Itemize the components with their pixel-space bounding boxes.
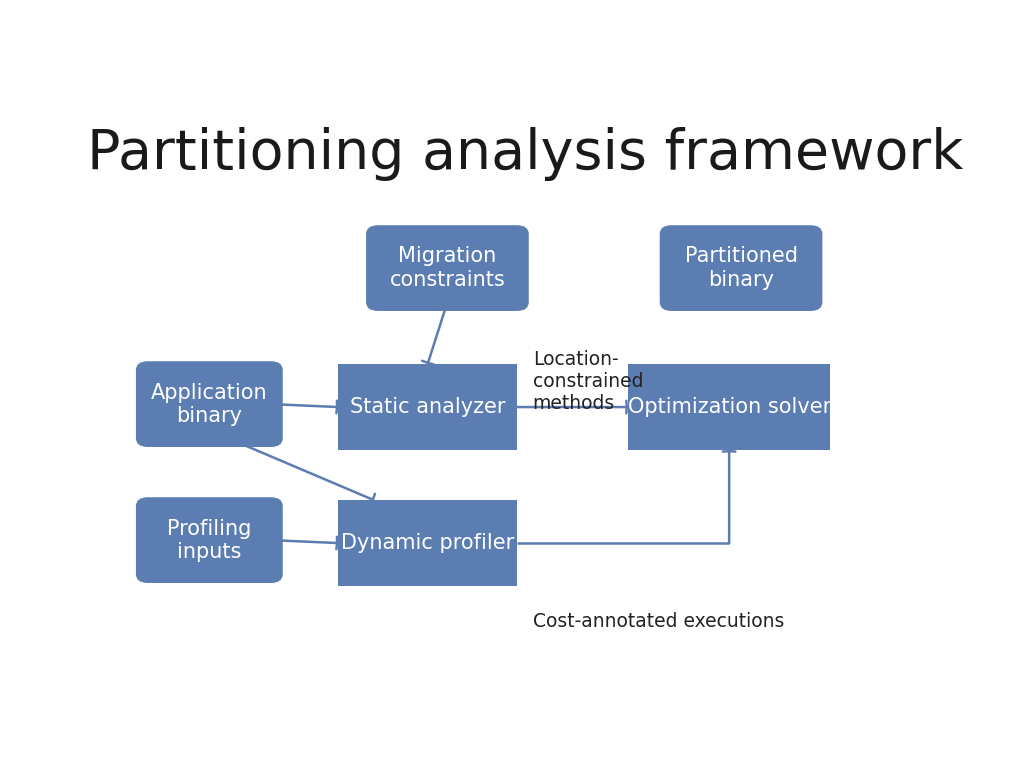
FancyBboxPatch shape <box>338 500 517 586</box>
Text: Dynamic profiler: Dynamic profiler <box>341 533 514 553</box>
Text: Static analyzer: Static analyzer <box>350 397 505 417</box>
FancyBboxPatch shape <box>628 364 830 450</box>
FancyBboxPatch shape <box>136 361 283 447</box>
Text: Cost-annotated executions: Cost-annotated executions <box>532 612 784 631</box>
FancyBboxPatch shape <box>136 497 283 583</box>
FancyBboxPatch shape <box>338 364 517 450</box>
Text: Application
binary: Application binary <box>151 382 267 425</box>
Text: Profiling
inputs: Profiling inputs <box>167 518 252 561</box>
Text: Optimization solver: Optimization solver <box>628 397 830 417</box>
Text: Partitioning analysis framework: Partitioning analysis framework <box>87 127 963 181</box>
FancyBboxPatch shape <box>659 225 822 311</box>
Text: Partitioned
binary: Partitioned binary <box>685 247 798 290</box>
Text: Location-
constrained
methods: Location- constrained methods <box>532 350 643 413</box>
FancyBboxPatch shape <box>367 225 528 311</box>
Text: Migration
constraints: Migration constraints <box>389 247 505 290</box>
